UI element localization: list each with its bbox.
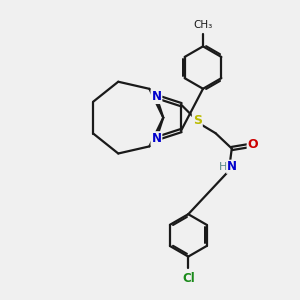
Text: N: N: [152, 132, 161, 145]
Text: CH₃: CH₃: [194, 20, 213, 30]
Text: S: S: [193, 114, 202, 127]
Text: N: N: [227, 160, 237, 173]
Text: N: N: [152, 90, 161, 103]
Text: Cl: Cl: [182, 272, 195, 285]
Text: O: O: [248, 139, 258, 152]
Text: H: H: [219, 162, 227, 172]
